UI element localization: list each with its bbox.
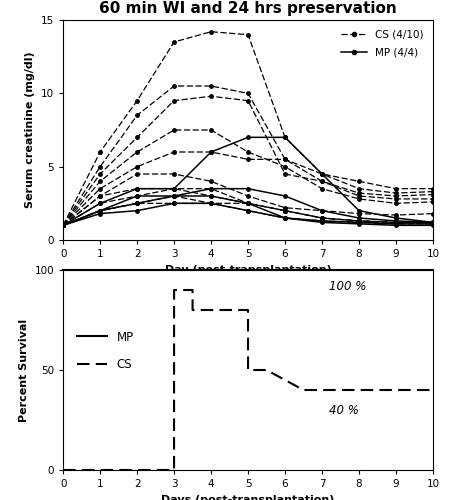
Text: 40 %: 40 % <box>329 404 359 416</box>
Legend: CS (4/10), MP (4/4): CS (4/10), MP (4/4) <box>336 25 428 62</box>
Y-axis label: Serum creatinine (mg/dl): Serum creatinine (mg/dl) <box>25 52 35 208</box>
Legend: MP, CS: MP, CS <box>73 326 138 376</box>
X-axis label: Day (post-transplantation): Day (post-transplantation) <box>165 264 331 274</box>
X-axis label: Days (post-transplantation): Days (post-transplantation) <box>161 494 335 500</box>
Y-axis label: Percent Survival: Percent Survival <box>19 318 29 422</box>
Title: 60 min WI and 24 hrs preservation: 60 min WI and 24 hrs preservation <box>99 1 397 16</box>
Text: 100 %: 100 % <box>329 280 367 292</box>
